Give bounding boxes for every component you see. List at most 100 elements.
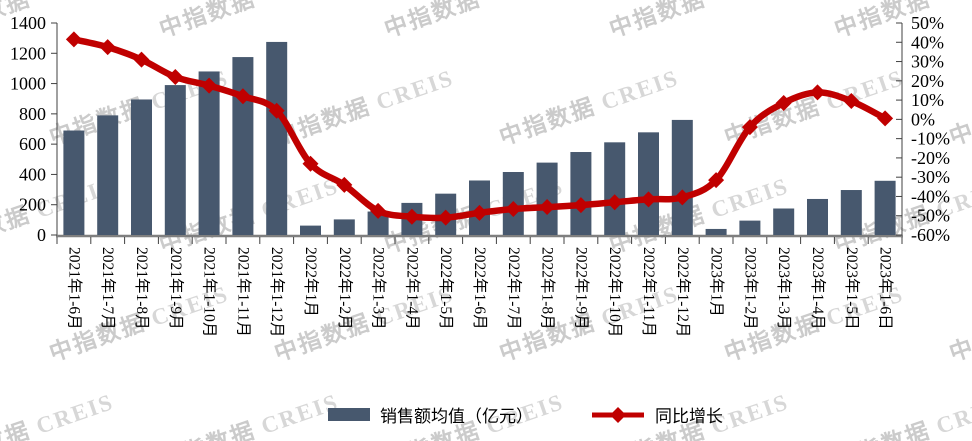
- bar-9: [367, 211, 389, 235]
- bar-2: [131, 99, 152, 235]
- x-axis-category-label: 2022年1月: [302, 247, 320, 317]
- x-axis-category-label: 2023年1-3月: [775, 247, 793, 330]
- bar-18: [671, 119, 693, 235]
- left-axis-tick-label: 800: [19, 104, 46, 124]
- x-axis-category-label: 2021年1-10月: [201, 247, 219, 337]
- growth-marker-1: [99, 39, 116, 56]
- growth-marker-18: [674, 189, 691, 206]
- growth-marker-21: [775, 94, 792, 111]
- x-axis-category-label: 2023年1-5日: [843, 247, 861, 330]
- growth-marker-22: [809, 84, 826, 101]
- x-axis-category-label: 2023年1-4月: [809, 247, 827, 330]
- x-axis-category-label: 2022年1-8月: [539, 247, 557, 330]
- left-axis-tick-label: 1400: [10, 13, 46, 33]
- right-axis-tick-label: -40%: [911, 186, 950, 206]
- bar-14: [536, 162, 558, 235]
- growth-marker-17: [640, 191, 657, 208]
- growth-marker-4: [201, 77, 218, 94]
- bar-16: [604, 142, 626, 235]
- left-axis-tick-label: 0: [37, 225, 46, 245]
- growth-marker-5: [234, 88, 251, 105]
- right-axis-tick-label: -50%: [911, 206, 950, 226]
- bar-15: [570, 152, 592, 235]
- legend-line-label: 同比增长: [655, 407, 723, 426]
- right-axis-tick-label: -60%: [911, 225, 950, 245]
- legend-line-glyph: [592, 406, 644, 423]
- bar-0: [63, 130, 85, 235]
- left-axis-tick-label: 1200: [10, 43, 46, 63]
- growth-marker-23: [843, 93, 860, 110]
- x-axis-category-label: 2021年1-6月: [65, 247, 83, 330]
- bar-3: [164, 85, 186, 235]
- growth-marker-7: [302, 155, 319, 172]
- right-axis-tick-label: -10%: [911, 129, 950, 149]
- legend-bar-label: 销售额均值（亿元）: [380, 407, 533, 426]
- bar-24: [874, 180, 896, 235]
- x-axis-category-label: 2022年1-4月: [403, 247, 421, 330]
- right-axis-tick-label: -20%: [911, 148, 950, 168]
- x-axis-category-label: 2022年1-5月: [437, 247, 455, 330]
- bar-22: [807, 198, 828, 235]
- bar-5: [232, 57, 254, 236]
- right-axis-tick-label: 0%: [911, 109, 935, 129]
- legend-line-swatch: [591, 406, 645, 424]
- x-axis-category-label: 2023年1月: [708, 247, 726, 317]
- growth-marker-13: [505, 200, 522, 217]
- right-axis-tick-label: 30%: [911, 52, 944, 72]
- left-axis-tick-label: 200: [19, 195, 46, 215]
- left-axis-tick-label: 600: [19, 134, 46, 154]
- growth-marker-10: [403, 208, 420, 225]
- legend-diamond-icon: [610, 406, 626, 423]
- growth-marker-20: [741, 119, 758, 136]
- bar-6: [266, 41, 288, 235]
- bar-17: [638, 132, 659, 235]
- x-axis-category-label: 2023年1-6日: [877, 247, 895, 330]
- x-axis-category-label: 2022年1-9月: [572, 247, 590, 330]
- x-axis-category-label: 2023年1-2月: [741, 247, 759, 330]
- x-axis-category-label: 2021年1-12月: [268, 247, 286, 337]
- growth-marker-3: [167, 68, 184, 85]
- left-axis-tick-label: 1000: [10, 74, 46, 94]
- growth-marker-15: [572, 197, 589, 214]
- bar-20: [739, 220, 761, 235]
- bar-4: [198, 71, 220, 235]
- bar-19: [705, 228, 727, 235]
- right-axis-tick-label: 10%: [911, 90, 944, 110]
- bar-21: [773, 208, 795, 235]
- left-axis-tick-label: 400: [19, 164, 46, 184]
- bar-8: [333, 219, 355, 235]
- x-axis-category-label: 2022年1-7月: [505, 247, 523, 330]
- right-axis-tick-label: 50%: [911, 13, 944, 33]
- growth-marker-12: [471, 204, 488, 221]
- growth-marker-8: [336, 176, 353, 193]
- legend-bar-swatch: [328, 408, 370, 421]
- growth-marker-14: [539, 199, 556, 216]
- x-axis-category-label: 2021年1-11月: [234, 247, 252, 337]
- bar-7: [300, 225, 321, 235]
- right-axis-tick-label: -30%: [911, 167, 950, 187]
- growth-marker-24: [877, 110, 894, 127]
- growth-marker-9: [370, 202, 387, 219]
- x-axis-category-label: 2022年1-11月: [640, 247, 658, 337]
- chart-legend: 销售额均值（亿元） 同比增长: [328, 402, 723, 427]
- x-axis-category-label: 2022年1-3月: [370, 247, 388, 330]
- x-axis-category-label: 2021年1-9月: [167, 247, 185, 330]
- right-axis-tick-label: 20%: [911, 71, 944, 91]
- growth-marker-16: [606, 194, 623, 211]
- x-axis-category-label: 2022年1-2月: [336, 247, 354, 330]
- bar-23: [840, 190, 862, 235]
- bar-1: [97, 115, 119, 235]
- growth-marker-6: [268, 102, 285, 119]
- growth-marker-11: [437, 209, 454, 226]
- x-axis-category-label: 2022年1-6月: [471, 247, 489, 330]
- growth-marker-0: [65, 31, 82, 48]
- right-axis-tick-label: 40%: [911, 32, 944, 52]
- x-axis-category-label: 2021年1-8月: [133, 247, 151, 330]
- growth-marker-2: [133, 51, 150, 68]
- x-axis-category-label: 2022年1-12月: [674, 247, 692, 337]
- x-axis-category-label: 2022年1-10月: [606, 247, 624, 337]
- growth-marker-19: [708, 172, 725, 189]
- x-axis-category-label: 2021年1-7月: [99, 247, 117, 330]
